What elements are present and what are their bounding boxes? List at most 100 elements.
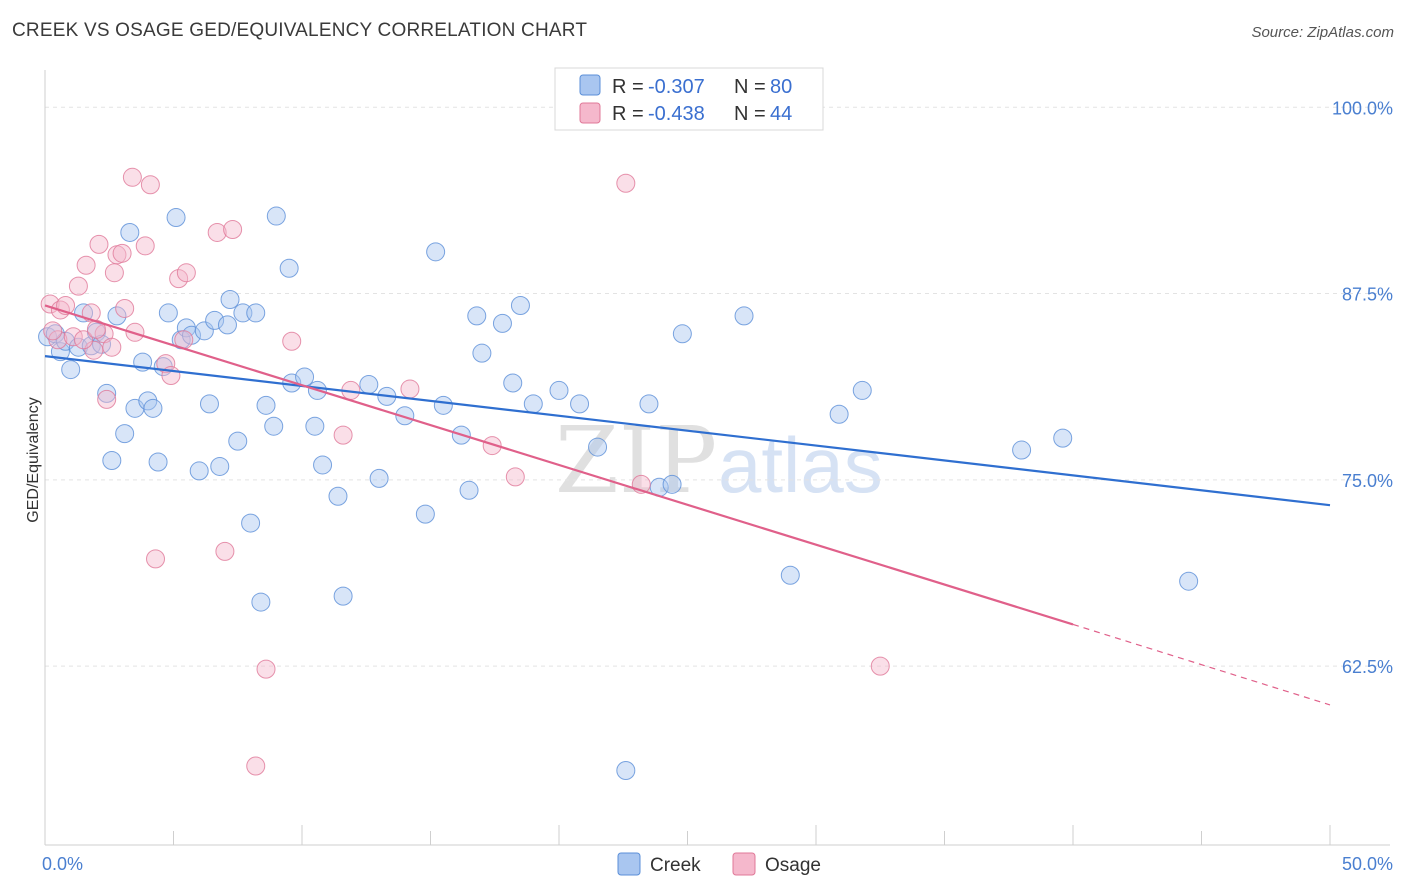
- osage-point: [400, 379, 420, 399]
- creek-point: [459, 480, 479, 500]
- osage-point: [122, 167, 142, 187]
- osage-point: [505, 467, 525, 487]
- bottom-legend-swatch-creek: [617, 852, 641, 876]
- creek-point: [115, 424, 135, 444]
- osage-point: [135, 236, 155, 256]
- osage-point: [89, 234, 109, 254]
- creek-point: [523, 394, 543, 414]
- creek-point: [205, 310, 225, 330]
- creek-point: [333, 586, 353, 606]
- osage-point: [256, 659, 276, 679]
- legend: R = -0.307 N = 80 R = -0.438 N = 44: [554, 67, 824, 131]
- osage-point: [97, 389, 117, 409]
- creek-point: [369, 468, 389, 488]
- creek-point: [852, 380, 872, 400]
- creek-point: [503, 373, 523, 393]
- y-tick-label: 87.5%: [1342, 285, 1393, 305]
- y-tick-label: 100.0%: [1332, 98, 1393, 118]
- osage-trend-line: [44, 304, 1074, 626]
- creek-point: [672, 324, 692, 344]
- x-tick-label: 0.0%: [42, 854, 83, 874]
- creek-point: [570, 394, 590, 414]
- creek-point: [210, 456, 230, 476]
- osage-point: [246, 756, 266, 776]
- creek-point: [158, 303, 178, 323]
- creek-point: [241, 513, 261, 533]
- osage-point: [482, 436, 502, 456]
- creek-point: [639, 394, 659, 414]
- creek-point: [246, 303, 266, 323]
- creek-point: [780, 565, 800, 585]
- creek-point: [395, 406, 415, 426]
- creek-point: [1053, 428, 1073, 448]
- legend-r-label-creek: R =: [612, 76, 644, 98]
- bottom-legend-swatch-osage: [732, 852, 756, 876]
- bottom-legend-label-osage: Osage: [765, 855, 821, 876]
- x-tick-labels: 0.0% 50.0%: [42, 854, 1393, 874]
- x-tick-label: 50.0%: [1342, 854, 1393, 874]
- creek-point: [359, 374, 379, 394]
- osage-point: [207, 222, 227, 242]
- creek-point: [61, 360, 81, 380]
- bottom-legend: Creek Osage: [617, 852, 821, 876]
- creek-point: [194, 321, 214, 341]
- legend-r-value-creek: -0.307: [648, 76, 705, 98]
- osage-point: [333, 425, 353, 445]
- osage-point: [215, 541, 235, 561]
- creek-trend-line: [44, 355, 1331, 507]
- osage-point: [282, 331, 302, 351]
- osage-point: [48, 330, 68, 350]
- osage-point: [616, 173, 636, 193]
- creek-point: [1012, 440, 1032, 460]
- osage-point: [74, 330, 94, 350]
- creek-point: [228, 431, 248, 451]
- osage-point: [68, 276, 88, 296]
- creek-point: [616, 760, 636, 780]
- osage-point: [43, 321, 63, 341]
- y-axis-label: GED/Equivalency: [25, 397, 42, 522]
- legend-r-value-osage: -0.438: [648, 103, 705, 125]
- legend-n-value-osage: 44: [770, 103, 792, 125]
- creek-point: [415, 504, 435, 524]
- watermark: ZIP atlas: [555, 407, 883, 514]
- creek-point: [220, 290, 240, 310]
- creek-point: [251, 592, 271, 612]
- creek-point: [1179, 571, 1199, 591]
- creek-point: [588, 437, 608, 457]
- creek-point: [426, 242, 446, 262]
- creek-point: [467, 306, 487, 326]
- creek-point: [305, 416, 325, 436]
- osage-point: [156, 354, 176, 374]
- osage-point: [140, 175, 160, 195]
- osage-point: [102, 337, 122, 357]
- creek-point: [143, 398, 163, 418]
- osage-point: [870, 656, 890, 676]
- osage-point: [76, 255, 96, 275]
- osage-point: [146, 549, 166, 569]
- osage-point: [112, 243, 132, 263]
- creek-point: [472, 343, 492, 363]
- creek-point: [166, 208, 186, 228]
- osage-point: [223, 219, 243, 239]
- legend-n-label-creek: N =: [734, 76, 766, 98]
- creek-point: [328, 486, 348, 506]
- watermark-zip: ZIP: [555, 407, 717, 514]
- legend-n-value-creek: 80: [770, 76, 792, 98]
- creek-point: [266, 206, 286, 226]
- y-tick-labels: 100.0% 87.5% 75.0% 62.5%: [1332, 98, 1393, 677]
- creek-point: [102, 450, 122, 470]
- creek-point: [120, 222, 140, 242]
- osage-point: [115, 298, 135, 318]
- creek-point: [264, 416, 284, 436]
- chart-title: CREEK VS OSAGE GED/EQUIVALENCY CORRELATI…: [12, 20, 588, 41]
- creek-point: [433, 395, 453, 415]
- creek-point: [734, 306, 754, 326]
- creek-point: [199, 394, 219, 414]
- osage-point: [104, 263, 124, 283]
- bottom-legend-label-creek: Creek: [650, 855, 701, 876]
- creek-point: [74, 303, 94, 323]
- watermark-atlas: atlas: [718, 421, 883, 509]
- trend-lines: [44, 304, 1331, 706]
- data-points: [38, 84, 1199, 780]
